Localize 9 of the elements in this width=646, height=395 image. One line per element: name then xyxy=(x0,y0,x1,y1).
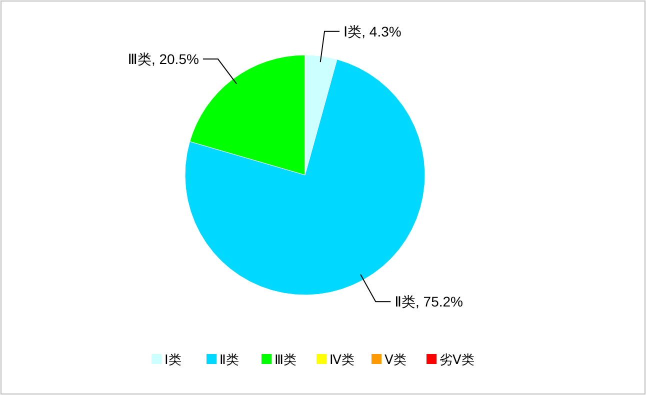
legend-label: Ⅱ类 xyxy=(220,352,239,367)
legend-label: Ⅰ类 xyxy=(164,352,182,367)
data-label: Ⅲ类, 20.5% xyxy=(128,51,199,68)
legend-label: 劣Ⅴ类 xyxy=(440,352,474,367)
data-label: Ⅰ类, 4.3% xyxy=(344,23,402,40)
legend-label: Ⅲ类 xyxy=(274,352,296,367)
data-label: Ⅱ类, 75.2% xyxy=(394,294,464,310)
legend-label: Ⅳ类 xyxy=(330,352,354,367)
legend-label: Ⅴ类 xyxy=(384,352,406,367)
